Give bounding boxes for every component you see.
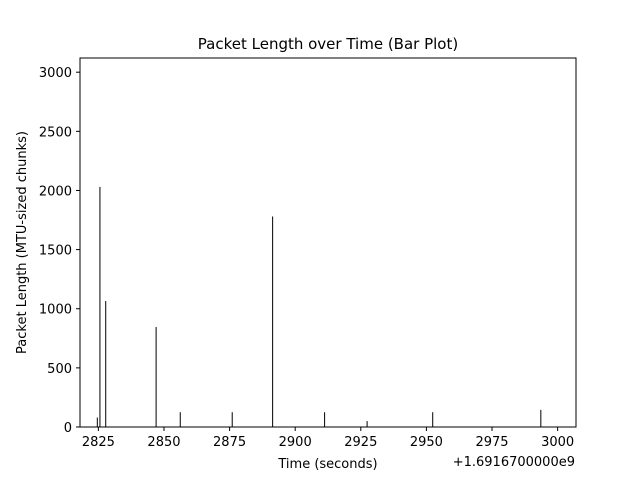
y-tick-label-6: 3000 xyxy=(39,66,72,81)
bar-6 xyxy=(272,216,274,427)
x-tick-label-0: 2825 xyxy=(82,435,115,450)
bar-3 xyxy=(155,327,157,427)
x-tick-label-7: 3000 xyxy=(541,435,574,450)
x-tick-label-4: 2925 xyxy=(344,435,377,450)
x-tick-label-1: 2850 xyxy=(147,435,180,450)
y-tick-label-4: 2000 xyxy=(39,184,72,199)
y-tick-label-2: 1000 xyxy=(39,303,72,318)
y-axis-title: Packet Length (MTU-sized chunks) xyxy=(15,131,30,354)
bar-0 xyxy=(96,417,98,427)
x-axis-title: Time (seconds) xyxy=(277,457,377,472)
plot-area-frame xyxy=(79,57,577,428)
x-tick-label-5: 2950 xyxy=(410,435,443,450)
x-axis-ticks: 2825 2850 2875 2900 2925 2950 2975 3000 xyxy=(82,427,574,450)
x-tick-label-3: 2900 xyxy=(279,435,312,450)
bar-9 xyxy=(432,412,434,427)
y-tick-label-5: 2500 xyxy=(39,125,72,140)
bar-series xyxy=(96,186,542,427)
bar-5 xyxy=(231,412,233,427)
x-axis-offset-label: +1.6916700000e9 xyxy=(453,455,575,470)
y-tick-label-1: 500 xyxy=(47,362,72,377)
bar-2 xyxy=(105,301,107,427)
bar-1 xyxy=(99,186,101,427)
y-tick-label-3: 1500 xyxy=(39,244,72,259)
bar-8 xyxy=(366,421,368,427)
chart-title: Packet Length over Time (Bar Plot) xyxy=(198,35,458,53)
y-tick-label-0: 0 xyxy=(64,421,72,436)
bar-10 xyxy=(540,409,542,427)
x-tick-label-2: 2875 xyxy=(213,435,246,450)
y-axis-ticks: 0 500 1000 1500 2000 2500 3000 xyxy=(39,66,80,436)
x-tick-label-6: 2975 xyxy=(475,435,508,450)
bar-4 xyxy=(179,412,181,427)
bar-7 xyxy=(324,412,326,427)
